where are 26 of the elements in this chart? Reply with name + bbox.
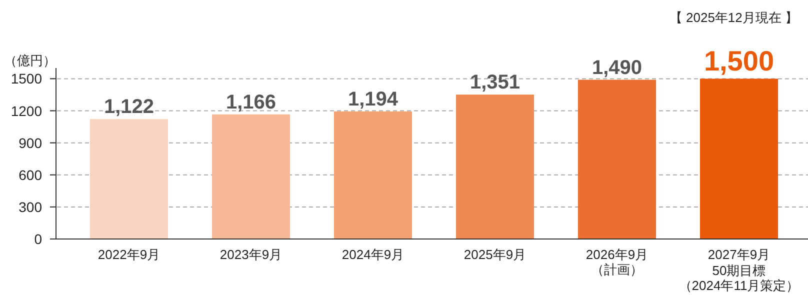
bar	[456, 94, 534, 239]
y-tick-label: 1500	[10, 70, 42, 87]
y-tick-label: 1200	[10, 102, 42, 119]
data-label: 1,194	[348, 88, 399, 110]
data-label: 1,122	[104, 96, 154, 118]
data-label: 1,500	[704, 46, 774, 77]
x-tick-label: 2022年9月	[98, 247, 160, 262]
y-axis-title: （億円）	[4, 53, 56, 68]
x-tick-label: 2024年9月	[342, 247, 404, 262]
x-tick-label: 2025年9月	[464, 247, 526, 262]
data-label: 1,166	[226, 91, 276, 114]
x-tick-label: 2026年9月（計画）	[586, 247, 648, 277]
y-tick-label: 900	[18, 134, 42, 151]
bar	[334, 111, 412, 239]
x-tick-label: 2027年9月50期目標（2024年11月策定）	[678, 247, 800, 293]
bar	[212, 114, 290, 239]
y-tick-label: 300	[18, 198, 42, 215]
bar	[90, 119, 168, 239]
data-label: 1,490	[592, 56, 642, 79]
y-tick-label: 0	[34, 231, 42, 247]
data-label: 1,351	[470, 72, 520, 94]
y-tick-label: 600	[18, 166, 42, 183]
text: 【 2025年12月現在 】	[669, 10, 798, 25]
x-tick-label: 2023年9月	[220, 247, 282, 262]
bar	[700, 78, 778, 239]
bar	[578, 80, 656, 239]
